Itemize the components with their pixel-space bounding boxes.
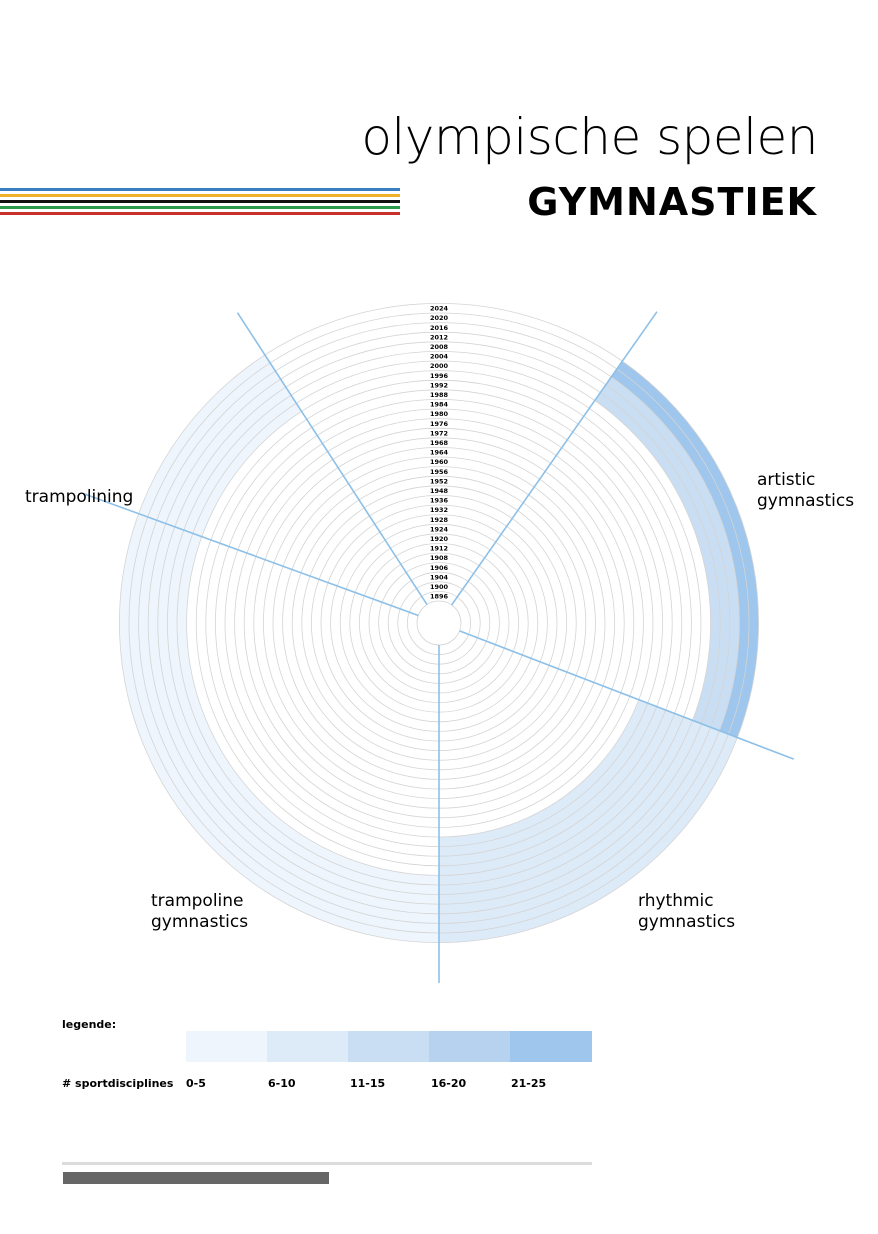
year-label-1928: 1928 xyxy=(430,516,449,524)
year-label-1896: 1896 xyxy=(430,593,449,601)
stripe-blue xyxy=(0,188,400,191)
year-label-1956: 1956 xyxy=(430,468,449,476)
sector-divider-4 xyxy=(236,312,428,605)
sector-divider-3 xyxy=(83,492,419,617)
category-label-trampoline-gymnastics: trampoline gymnastics xyxy=(151,891,249,932)
year-label-2024: 2024 xyxy=(430,305,449,313)
year-label-1912: 1912 xyxy=(430,545,448,553)
band-trampoline-gymnastics-3 xyxy=(119,513,440,943)
legend-swatch-2 xyxy=(348,1031,429,1062)
legend-swatch-4 xyxy=(510,1031,592,1062)
band-trampolining-4 xyxy=(138,354,302,537)
footer-progress-bar xyxy=(63,1172,329,1184)
year-label-1972: 1972 xyxy=(430,429,448,437)
year-label-1964: 1964 xyxy=(430,449,449,457)
year-label-1948: 1948 xyxy=(430,487,449,495)
legend-range-4: 21-25 xyxy=(511,1077,547,1090)
legend-range-1: 6-10 xyxy=(268,1077,296,1090)
year-label-1906: 1906 xyxy=(430,564,449,572)
year-label-1952: 1952 xyxy=(430,477,448,485)
year-label-1968: 1968 xyxy=(430,439,449,447)
stripe-black xyxy=(0,200,400,203)
year-label-1980: 1980 xyxy=(430,410,449,418)
footer-divider xyxy=(62,1162,592,1165)
band-artistic-gymnastics-1 xyxy=(594,376,740,731)
year-label-1984: 1984 xyxy=(430,401,449,409)
page-subtitle: GYMNASTIEK xyxy=(527,180,817,224)
page-title: olympische spelen xyxy=(361,108,818,166)
category-label-rhythmic: rhythmic gymnastics xyxy=(638,891,736,932)
stripe-green xyxy=(0,206,400,209)
legend-swatch-1 xyxy=(267,1031,348,1062)
category-label-artistic: artistic gymnastics xyxy=(757,470,855,511)
sector-divider-1 xyxy=(459,630,795,760)
year-label-2000: 2000 xyxy=(430,362,449,370)
year-label-1988: 1988 xyxy=(430,391,449,399)
legend-swatch-3 xyxy=(429,1031,510,1062)
year-label-1924: 1924 xyxy=(430,525,449,533)
year-label-2004: 2004 xyxy=(430,353,449,361)
stripe-red xyxy=(0,212,400,215)
band-rhythmic-gymnastics-2 xyxy=(439,699,738,943)
year-label-1976: 1976 xyxy=(430,420,449,428)
year-label-1904: 1904 xyxy=(430,573,449,581)
year-label-1936: 1936 xyxy=(430,497,449,505)
legend-range-3: 16-20 xyxy=(431,1077,467,1090)
legend-caption: # sportdisciplines xyxy=(62,1077,174,1090)
band-artistic-gymnastics-0 xyxy=(611,361,759,738)
legend-swatch-0 xyxy=(186,1031,267,1062)
stripe-yellow xyxy=(0,194,400,197)
year-label-1996: 1996 xyxy=(430,372,449,380)
year-label-1992: 1992 xyxy=(430,381,448,389)
year-label-2016: 2016 xyxy=(430,324,449,332)
year-label-1908: 1908 xyxy=(430,554,449,562)
center-hole xyxy=(416,600,462,646)
year-label-2012: 2012 xyxy=(430,333,448,341)
year-label-1932: 1932 xyxy=(430,506,448,514)
year-label-2020: 2020 xyxy=(430,314,449,322)
year-label-2008: 2008 xyxy=(430,343,449,351)
legend-range-0: 0-5 xyxy=(186,1077,206,1090)
year-label-1920: 1920 xyxy=(430,535,449,543)
year-label-1900: 1900 xyxy=(430,583,449,591)
sector-divider-0 xyxy=(450,311,658,606)
category-label-trampolining: trampolining xyxy=(25,487,134,507)
legend-title: legende: xyxy=(62,1018,117,1031)
legend-range-2: 11-15 xyxy=(350,1077,386,1090)
year-label-1960: 1960 xyxy=(430,458,449,466)
